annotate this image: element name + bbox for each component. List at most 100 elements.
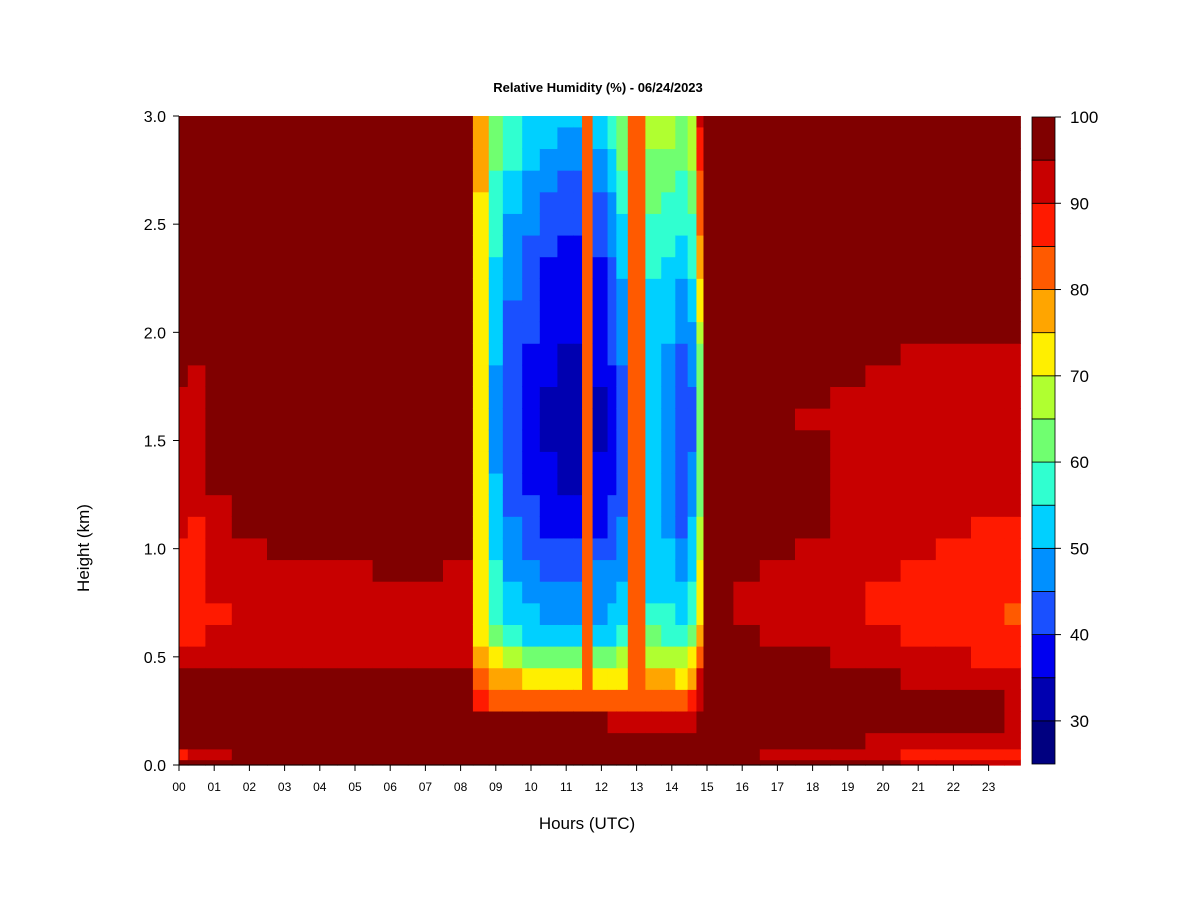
heatmap-cell: [231, 559, 268, 582]
heatmap-cell: [302, 624, 338, 647]
heatmap-cell: [900, 386, 937, 409]
heatmap-cell: [687, 343, 698, 366]
heatmap-cell: [830, 472, 866, 496]
heatmap-cell: [795, 234, 831, 258]
heatmap-cell: [502, 364, 523, 388]
heatmap-cell: [645, 256, 662, 279]
heatmap-cell: [715, 472, 734, 496]
heatmap-cell: [592, 278, 609, 301]
y-axis-label: Height (km): [74, 504, 93, 592]
heatmap-cell: [231, 537, 268, 561]
heatmap-cell: [795, 689, 831, 712]
colorbar-tick-label: 100: [1070, 108, 1098, 127]
heatmap-cell: [592, 494, 609, 517]
heatmap-cell: [372, 494, 409, 517]
heatmap-cell: [900, 429, 937, 452]
heatmap-cell: [795, 646, 831, 669]
heatmap-cell: [407, 451, 444, 474]
heatmap-cell: [675, 408, 689, 431]
heatmap-cell: [675, 732, 689, 750]
heatmap-cell: [703, 278, 717, 301]
heatmap-cell: [616, 667, 629, 690]
heatmap-cell: [557, 364, 574, 388]
heatmap-cell: [573, 116, 583, 128]
heatmap-cell: [205, 408, 233, 431]
heatmap-cell: [1004, 429, 1021, 452]
colorbar-tick-label: 30: [1070, 712, 1089, 731]
heatmap-cell: [607, 559, 617, 582]
heatmap-cell: [733, 116, 761, 128]
heatmap-cell: [759, 299, 796, 323]
heatmap-cell: [522, 191, 541, 214]
heatmap-cell: [582, 278, 594, 301]
heatmap-cell: [488, 602, 504, 625]
heatmap-cell: [267, 748, 303, 761]
heatmap-cell: [372, 213, 409, 236]
heatmap-cell: [522, 386, 541, 409]
heatmap-cell: [592, 451, 609, 474]
heatmap-cell: [557, 321, 574, 344]
heatmap-cell: [607, 646, 617, 669]
heatmap-cell: [675, 256, 689, 279]
heatmap-cell: [703, 581, 717, 604]
heatmap-cell: [645, 343, 662, 366]
heatmap-cell: [830, 213, 866, 236]
heatmap-cell: [645, 759, 662, 766]
heatmap-cell: [687, 667, 698, 690]
heatmap-cell: [522, 408, 541, 431]
heatmap-cell: [733, 689, 761, 712]
heatmap-cell: [502, 343, 523, 366]
heatmap-cell: [733, 234, 761, 258]
heatmap-cell: [696, 559, 705, 582]
heatmap-cell: [645, 408, 662, 431]
heatmap-cell: [267, 364, 303, 388]
heatmap-cell: [1004, 559, 1021, 582]
heatmap-cell: [971, 451, 1006, 474]
heatmap-cell: [573, 126, 583, 150]
heatmap-cell: [302, 581, 338, 604]
heatmap-cell: [231, 299, 268, 323]
x-tick-label: 21: [912, 780, 926, 794]
heatmap-cell: [443, 689, 474, 712]
heatmap-cell: [759, 408, 796, 431]
heatmap-cell: [502, 278, 523, 301]
heatmap-cell: [539, 472, 558, 496]
heatmap-cell: [231, 191, 268, 214]
heatmap-cell: [488, 516, 504, 539]
heatmap-cell: [865, 408, 902, 431]
heatmap-cell: [582, 148, 594, 171]
heatmap-cell: [616, 646, 629, 669]
heatmap-cell: [795, 516, 831, 539]
heatmap-cell: [372, 581, 409, 604]
heatmap-cell: [616, 234, 629, 258]
heatmap-cell: [472, 364, 490, 388]
heatmap-cell: [443, 299, 474, 323]
heatmap-cell: [703, 759, 717, 766]
heatmap-cell: [557, 451, 574, 474]
heatmap-cell: [715, 278, 734, 301]
heatmap-cell: [187, 581, 206, 604]
heatmap-cell: [687, 472, 698, 496]
heatmap-cell: [900, 256, 937, 279]
heatmap-cell: [573, 213, 583, 236]
heatmap-cell: [592, 689, 609, 712]
heatmap-cell: [616, 386, 629, 409]
heatmap-cell: [573, 364, 583, 388]
heatmap-cell: [607, 710, 617, 734]
y-tick-label: 0.0: [144, 758, 166, 775]
heatmap-cell: [582, 116, 594, 128]
heatmap-cell: [795, 386, 831, 409]
heatmap-cell: [675, 451, 689, 474]
heatmap-cell: [715, 667, 734, 690]
heatmap-cell: [592, 116, 609, 128]
heatmap-cell: [900, 646, 937, 669]
heatmap-cell: [267, 386, 303, 409]
heatmap-cell: [582, 472, 594, 496]
heatmap-cell: [592, 472, 609, 496]
heatmap-cell: [935, 148, 972, 171]
heatmap-cell: [557, 148, 574, 171]
heatmap-cell: [865, 559, 902, 582]
heatmap-cell: [616, 624, 629, 647]
heatmap-cell: [472, 516, 490, 539]
heatmap-cell: [302, 213, 338, 236]
